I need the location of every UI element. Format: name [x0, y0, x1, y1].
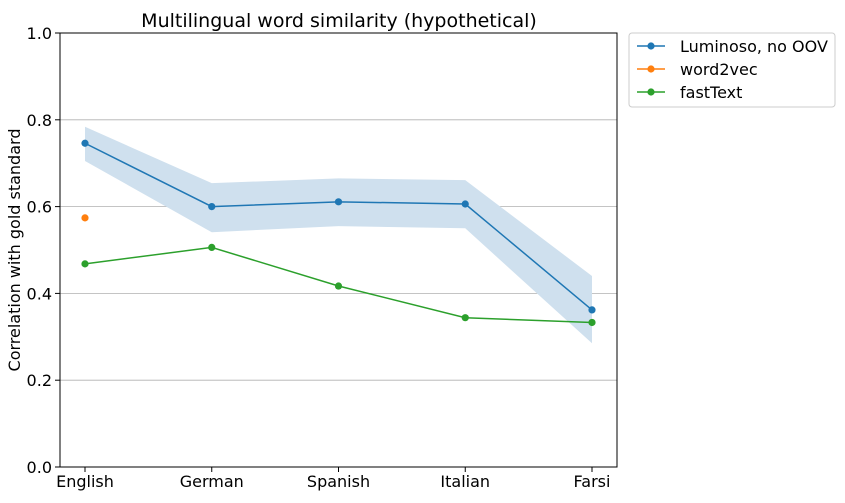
legend-label: fastText — [680, 83, 742, 102]
y-axis-ticks: 0.0 0.2 0.4 0.6 0.8 1.0 — [27, 24, 60, 477]
point-luminoso-no-oov-italian — [461, 200, 469, 208]
point-luminoso-no-oov-english — [81, 139, 89, 147]
x-tick-label-spanish: Spanish — [307, 472, 370, 491]
point-luminoso-no-oov-farsi — [588, 306, 596, 314]
legend-swatch-marker — [647, 65, 655, 73]
legend-label: Luminoso, no OOV — [680, 37, 828, 56]
y-tick-label: 0.2 — [27, 371, 52, 390]
point-fasttext-italian — [461, 314, 469, 322]
series-points-layer — [81, 139, 596, 327]
confidence-band-layer — [85, 126, 592, 344]
x-tick-label-italian: Italian — [440, 472, 490, 491]
x-tick-label-farsi: Farsi — [574, 472, 611, 491]
legend-frame — [628, 32, 836, 108]
point-fasttext-farsi — [588, 318, 596, 327]
confidence-band — [85, 126, 592, 344]
chart-title: Multilingual word similarity (hypothetic… — [141, 10, 537, 32]
legend-item-word2vec: word2vec — [637, 60, 758, 79]
y-tick-label: 0.8 — [27, 111, 52, 130]
point-fasttext-spanish — [334, 282, 343, 290]
point-fasttext-english — [81, 260, 89, 268]
x-tick-label-german: German — [180, 472, 244, 491]
point-luminoso-no-oov-spanish — [334, 198, 343, 206]
legend: Luminoso, no OOV word2vec fastText — [628, 32, 836, 108]
y-tick-label: 1.0 — [27, 24, 52, 43]
x-tick-label-english: English — [56, 472, 114, 491]
y-tick-label: 0.0 — [27, 458, 52, 477]
legend-label: word2vec — [680, 60, 758, 79]
legend-swatch-marker — [647, 42, 655, 50]
point-word2vec-english — [81, 214, 89, 222]
y-tick-label: 0.6 — [27, 198, 52, 217]
point-luminoso-no-oov-german — [208, 203, 216, 211]
y-tick-label: 0.4 — [27, 284, 52, 303]
legend-item-fasttext: fastText — [637, 83, 742, 102]
point-fasttext-german — [208, 243, 216, 251]
legend-item-luminoso-no-oov: Luminoso, no OOV — [637, 37, 828, 56]
legend-swatch-marker — [647, 88, 655, 96]
x-axis-ticks: English German Spanish Italian Farsi — [56, 467, 610, 491]
y-axis-label: Correlation with gold standard — [5, 129, 24, 372]
